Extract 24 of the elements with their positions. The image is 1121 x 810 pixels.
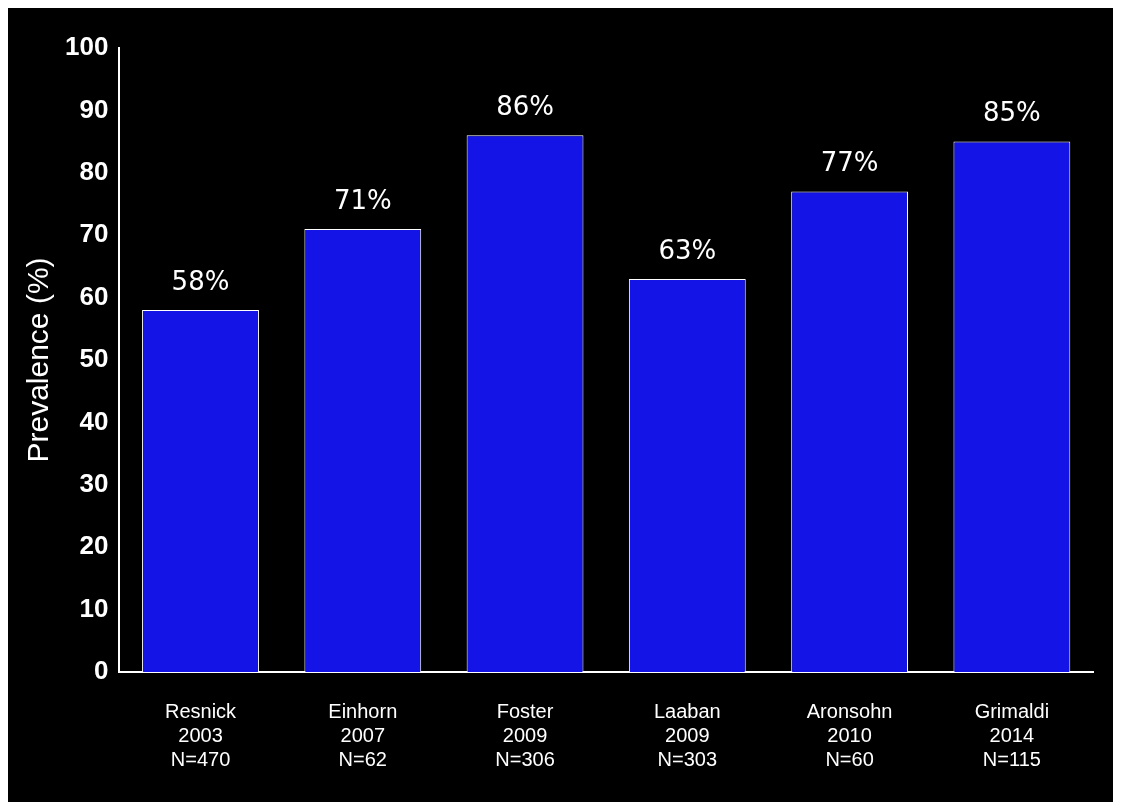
x-tick-label: Laaban 2009 N=303 xyxy=(653,699,721,770)
x-tick-label: Aronsohn 2010 N=60 xyxy=(806,699,893,770)
y-tick-label: 30 xyxy=(79,467,109,498)
x-tick-label: Grimaldi 2014 N=115 xyxy=(974,699,1050,770)
y-tick-label: 20 xyxy=(79,530,109,561)
y-tick-label: 10 xyxy=(79,592,109,623)
x-tick-label: Einhorn 2007 N=62 xyxy=(328,699,398,770)
data-label: 86% xyxy=(496,91,554,122)
y-tick-label: 80 xyxy=(79,155,109,186)
data-label: 63% xyxy=(658,234,717,265)
data-label: 71% xyxy=(333,184,392,215)
y-tick-label: 0 xyxy=(93,655,109,686)
y-tick-label: 60 xyxy=(79,280,109,311)
y-tick-label: 90 xyxy=(79,93,109,124)
y-axis-title: Prevalence (%) xyxy=(21,257,55,463)
data-label: 58% xyxy=(171,265,230,296)
y-tick-label: 40 xyxy=(79,405,109,436)
x-tick-label: Resnick 2003 N=470 xyxy=(164,699,238,770)
y-tick-label: 50 xyxy=(79,343,109,374)
data-label: 85% xyxy=(982,97,1041,128)
y-tick-label: 100 xyxy=(64,31,109,62)
y-tick-label: 70 xyxy=(79,218,109,249)
data-label: 77% xyxy=(820,147,879,178)
x-tick-label: Foster 2009 N=306 xyxy=(495,699,555,770)
